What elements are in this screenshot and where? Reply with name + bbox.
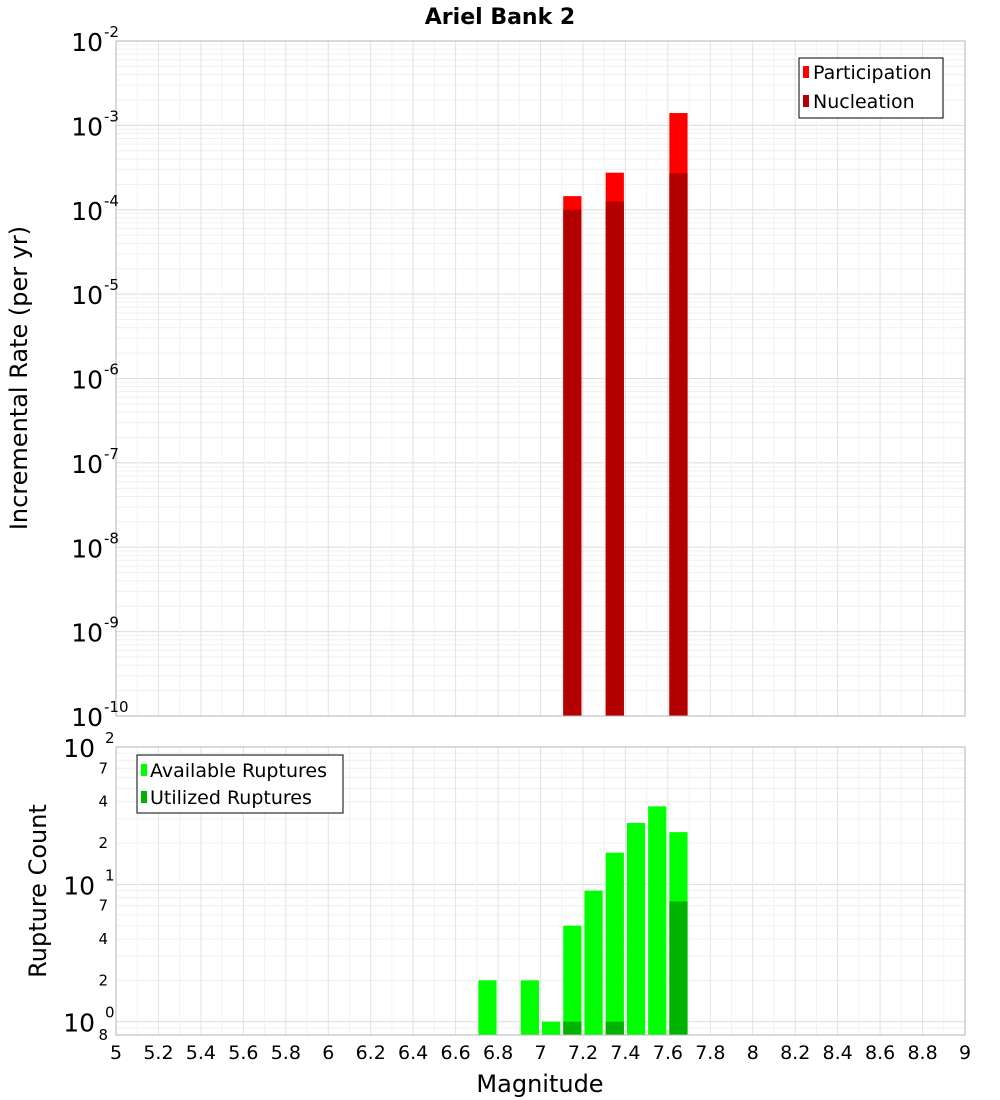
x-tick-label: 6 xyxy=(322,1042,334,1064)
x-tick-label: 5.4 xyxy=(186,1042,216,1064)
x-tick-label: 5.6 xyxy=(228,1042,258,1064)
x-tick-label: 8.6 xyxy=(865,1042,895,1064)
x-tick-label: 8 xyxy=(747,1042,759,1064)
count-y-minor-tick: 4 xyxy=(98,793,108,811)
count-y-tick-exponent: 0 xyxy=(105,1004,115,1022)
rate-y-tick-exponent: -4 xyxy=(104,192,119,210)
rate-y-tick-base: 10 xyxy=(71,112,103,141)
x-tick-label: 6.4 xyxy=(398,1042,428,1064)
rate-y-axis-label: Incremental Rate (per yr) xyxy=(5,226,33,530)
available-ruptures-bar xyxy=(520,980,539,1035)
rate-plot-frame xyxy=(115,40,966,717)
count-plot-frame xyxy=(115,746,966,1036)
rate-legend: Participation Nucleation xyxy=(798,57,944,119)
count-panel: 10 0 10 1 10 2 8 2 4 7 2 4 7 Rupture Count 5 5.2 5.4 5.… xyxy=(24,729,971,1098)
x-tick-label: 8.8 xyxy=(907,1042,937,1064)
x-tick-label: 7.6 xyxy=(653,1042,683,1064)
x-tick-label: 6.6 xyxy=(440,1042,470,1064)
count-y-minor-tick: 4 xyxy=(98,930,108,948)
x-tick-label: 9 xyxy=(959,1042,971,1064)
count-y-axis-label: Rupture Count xyxy=(24,804,52,978)
available-ruptures-bar xyxy=(584,890,603,1035)
count-y-tick-base: 10 xyxy=(63,734,95,763)
rate-y-tick-exponent: -5 xyxy=(104,276,119,294)
count-y-tick-base: 10 xyxy=(63,1009,95,1038)
participation-legend-label: Participation xyxy=(813,62,932,84)
x-tick-label: 6.2 xyxy=(356,1042,386,1064)
rate-y-tick-base: 10 xyxy=(71,534,103,563)
available-ruptures-bar xyxy=(563,925,582,1035)
count-y-ticks: 10 0 10 1 10 2 8 2 4 7 2 4 7 xyxy=(63,729,114,1044)
utilized-legend-label: Utilized Ruptures xyxy=(150,787,312,809)
rate-y-tick-base: 10 xyxy=(71,703,103,732)
rate-y-tick-exponent: -2 xyxy=(104,23,119,41)
x-tick-label: 5.2 xyxy=(143,1042,173,1064)
available-legend-label: Available Ruptures xyxy=(150,760,327,782)
rate-y-tick-base: 10 xyxy=(71,28,103,57)
available-ruptures-bar xyxy=(478,980,497,1035)
x-ticks: 5 5.2 5.4 5.6 5.8 6 6.2 6.4 6.6 6.8 7 7.2 7.4 7.6 7.8 8… xyxy=(110,1042,971,1064)
rate-y-tick-base: 10 xyxy=(71,197,103,226)
count-y-tick-base: 10 xyxy=(63,871,95,900)
nucleation-bar xyxy=(605,201,624,716)
x-tick-label: 6.8 xyxy=(483,1042,513,1064)
available-ruptures-bar xyxy=(648,806,667,1035)
rate-y-tick-base: 10 xyxy=(71,366,103,395)
nucleation-bar xyxy=(669,173,688,716)
nucleation-bar xyxy=(563,209,582,716)
count-y-tick-exponent: 1 xyxy=(105,866,115,884)
x-tick-label: 8.2 xyxy=(780,1042,810,1064)
nucleation-swatch xyxy=(803,95,809,107)
x-tick-label: 5.8 xyxy=(271,1042,301,1064)
rate-grid xyxy=(115,40,966,717)
count-y-minor-tick: 8 xyxy=(98,1026,108,1044)
count-legend-box xyxy=(136,754,344,814)
rate-y-tick-exponent: -6 xyxy=(104,361,119,379)
x-tick-label: 7 xyxy=(534,1042,546,1064)
participation-swatch xyxy=(803,66,809,78)
utilized-ruptures-bar xyxy=(605,1021,624,1035)
rate-legend-box xyxy=(798,57,944,119)
x-axis-label: Magnitude xyxy=(476,1070,603,1098)
count-y-minor-tick: 7 xyxy=(98,897,108,915)
utilized-ruptures-bar xyxy=(563,1021,582,1035)
available-swatch xyxy=(141,764,147,776)
rate-y-tick-base: 10 xyxy=(71,450,103,479)
nucleation-legend-label: Nucleation xyxy=(813,91,915,113)
x-tick-label: 7.2 xyxy=(568,1042,598,1064)
rate-bars xyxy=(563,113,688,717)
available-ruptures-bar xyxy=(626,822,646,1035)
x-tick-label: 8.4 xyxy=(823,1042,853,1064)
rate-y-tick-exponent: -9 xyxy=(104,614,119,632)
available-ruptures-bar xyxy=(542,1021,561,1035)
count-legend: Available Ruptures Utilized Ruptures xyxy=(136,754,344,814)
utilized-swatch xyxy=(141,791,147,803)
count-y-tick-exponent: 2 xyxy=(105,729,115,747)
rate-y-tick-exponent: -3 xyxy=(104,107,119,125)
rate-y-tick-exponent: -8 xyxy=(104,529,119,547)
x-tick-label: 7.4 xyxy=(610,1042,640,1064)
utilized-ruptures-bar xyxy=(669,901,688,1035)
count-y-minor-tick: 2 xyxy=(98,834,108,852)
x-tick-label: 7.8 xyxy=(695,1042,725,1064)
rate-y-tick-exponent: -10 xyxy=(104,698,129,716)
count-y-minor-tick: 7 xyxy=(98,759,108,777)
available-ruptures-bar xyxy=(605,852,624,1035)
rate-y-tick-base: 10 xyxy=(71,281,103,310)
chart-title: Ariel Bank 2 xyxy=(425,5,575,30)
rate-y-tick-exponent: -7 xyxy=(104,445,119,463)
rate-y-tick-base: 10 xyxy=(71,619,103,648)
count-y-minor-tick: 2 xyxy=(98,971,108,989)
count-bars xyxy=(478,806,688,1035)
x-tick-label: 5 xyxy=(110,1042,122,1064)
